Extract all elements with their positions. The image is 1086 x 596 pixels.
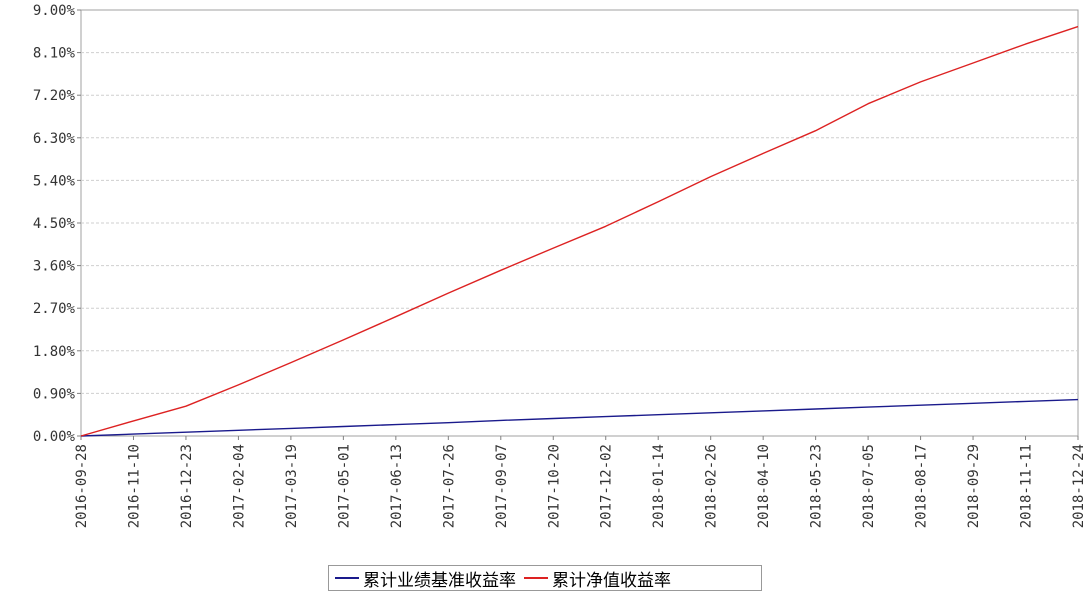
y-tick-label: 5.40% (33, 173, 76, 189)
x-tick-label: 2018-04-10 (756, 444, 772, 528)
y-axis-ticks: 0.00% 0.90% 1.80% 2.70% 3.60% 4.50% 5.40% 6.30%… (33, 3, 81, 445)
y-tick-label: 4.50% (33, 216, 76, 232)
x-tick-label: 2017-02-04 (231, 444, 247, 528)
y-tick-label: 0.90% (33, 386, 76, 402)
legend-label-nav: 累计净值收益率 (552, 566, 671, 591)
legend-item-benchmark: 累计业绩基准收益率 (335, 566, 516, 591)
x-tick-label: 2018-08-17 (914, 444, 930, 528)
x-tick-label: 2018-07-05 (861, 444, 877, 528)
y-tick-label: 2.70% (33, 301, 76, 317)
y-tick-label: 6.30% (33, 131, 76, 147)
y-tick-label: 0.00% (33, 429, 76, 445)
x-tick-label: 2016-12-23 (179, 444, 195, 528)
x-tick-label: 2017-09-07 (494, 444, 510, 528)
y-tick-label: 9.00% (33, 3, 76, 19)
y-tick-label: 3.60% (33, 259, 76, 275)
y-tick-label: 1.80% (33, 344, 76, 360)
x-tick-label: 2016-11-10 (126, 444, 142, 528)
x-tick-label: 2017-10-20 (546, 444, 562, 528)
legend-item-nav: 累计净值收益率 (524, 566, 671, 591)
x-tick-label: 2016-09-28 (74, 444, 90, 528)
x-tick-label: 2017-12-02 (599, 444, 615, 528)
x-tick-label: 2017-05-01 (336, 444, 352, 528)
y-tick-label: 8.10% (33, 46, 76, 62)
x-tick-label: 2017-07-26 (441, 444, 457, 528)
x-tick-label: 2018-01-14 (651, 444, 667, 528)
legend-swatch-benchmark (335, 577, 359, 579)
legend-swatch-nav (524, 577, 548, 579)
x-tick-label: 2018-05-23 (809, 444, 825, 528)
legend: 累计业绩基准收益率 累计净值收益率 (328, 565, 762, 591)
x-tick-label: 2018-02-26 (704, 444, 720, 528)
x-tick-label: 2018-09-29 (966, 444, 982, 528)
x-tick-label: 2018-12-24 (1071, 444, 1086, 528)
x-axis-ticks: 2016-09-28 2016-11-10 2016-12-23 2017-02-04… (74, 436, 1086, 528)
x-tick-label: 2017-06-13 (389, 444, 405, 528)
legend-label-benchmark: 累计业绩基准收益率 (363, 566, 516, 591)
y-tick-label: 7.20% (33, 88, 76, 104)
x-tick-label: 2018-11-11 (1019, 444, 1035, 528)
x-tick-label: 2017-03-19 (284, 444, 300, 528)
